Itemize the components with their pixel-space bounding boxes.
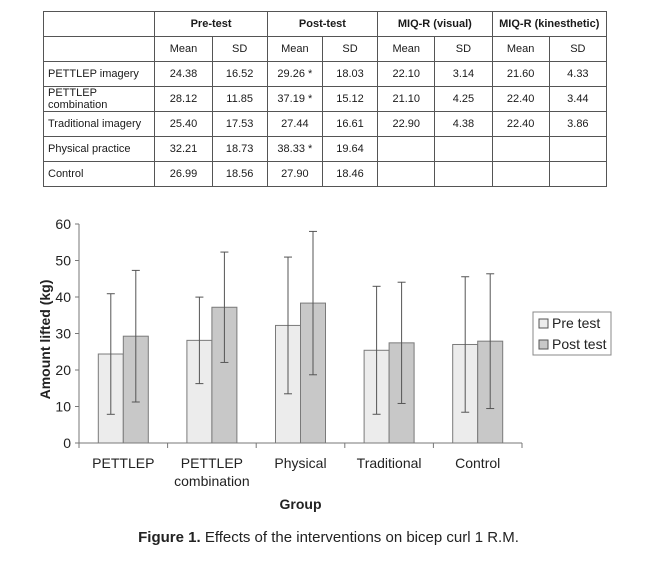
table-corner-cell xyxy=(42,11,156,37)
table-group-header: MIQ-R (visual) xyxy=(377,11,493,37)
table-cell xyxy=(491,136,550,162)
table-cell xyxy=(434,136,493,162)
table-cell: 37.19 * xyxy=(266,86,323,112)
table-row-label: Traditional imagery xyxy=(42,111,156,137)
table-cell xyxy=(491,161,550,187)
table-row-label: PETTLEP combination xyxy=(42,86,156,112)
table-cell: 29.26 * xyxy=(266,61,323,87)
table-cell: 18.56 xyxy=(211,161,268,187)
table-cell xyxy=(548,136,608,162)
figure-label: Figure 1. xyxy=(138,529,201,546)
table-cell: 27.90 xyxy=(266,161,323,187)
table-cell: 32.21 xyxy=(154,136,213,162)
table-corner-cell xyxy=(42,36,156,62)
table-cell: 16.61 xyxy=(321,111,379,137)
table-row: Control 26.99 18.56 27.90 18.46 xyxy=(42,161,608,187)
table-row-label: Physical practice xyxy=(42,136,156,162)
table-row: PETTLEP combination 28.12 11.85 37.19 * 15.1… xyxy=(42,86,608,112)
table-column-header: Mean xyxy=(154,36,213,62)
table-cell: 22.10 xyxy=(377,61,436,87)
table-cell: 38.33 * xyxy=(266,136,323,162)
table-row: Traditional imagery 25.40 17.53 27.44 16.61 2… xyxy=(42,111,608,137)
y-tick-label: 60 xyxy=(55,216,71,232)
table-cell: 22.90 xyxy=(377,111,436,137)
table-group-header: MIQ-R (kinesthetic) xyxy=(491,11,608,37)
x-tick-label: Physical xyxy=(274,455,326,471)
table-cell: 11.85 xyxy=(211,86,268,112)
figure-caption: Figure 1. Effects of the interventions o… xyxy=(0,529,657,546)
caption-text: Effects of the interventions on bicep cu… xyxy=(204,529,519,546)
y-tick-label: 20 xyxy=(55,362,71,378)
table-group-header: Pre-test xyxy=(154,11,268,37)
y-tick-label: 50 xyxy=(55,253,71,269)
table-cell: 25.40 xyxy=(154,111,213,137)
table-cell: 27.44 xyxy=(266,111,323,137)
y-tick-label: 40 xyxy=(55,289,71,305)
table-column-header: Mean xyxy=(377,36,436,62)
table-cell: 21.60 xyxy=(491,61,550,87)
y-tick-label: 30 xyxy=(55,326,71,342)
table-column-header: Mean xyxy=(491,36,550,62)
table-cell: 16.52 xyxy=(211,61,268,87)
table-cell: 18.03 xyxy=(321,61,379,87)
table-cell xyxy=(548,161,608,187)
table-group-header: Post-test xyxy=(266,11,379,37)
table-cell: 18.46 xyxy=(321,161,379,187)
x-tick-label: Control xyxy=(455,455,500,471)
table-column-header: SD xyxy=(434,36,493,62)
x-tick-label: combination xyxy=(174,473,250,489)
table-cell: 3.44 xyxy=(548,86,608,112)
y-tick-label: 0 xyxy=(63,435,71,451)
table-row-label: Control xyxy=(42,161,156,187)
results-table: Pre-test Post-test MIQ-R (visual) MIQ-R (ki… xyxy=(42,11,608,187)
legend-label: Pre test xyxy=(552,315,600,331)
table-column-header: SD xyxy=(548,36,608,62)
y-axis-title: Amount lifted (kg) xyxy=(37,280,53,400)
table-cell: 22.40 xyxy=(491,111,550,137)
table-row-label: PETTLEP imagery xyxy=(42,61,156,87)
x-tick-label: PETTLEP xyxy=(92,455,154,471)
table-cell xyxy=(377,161,436,187)
table-column-header: Mean xyxy=(266,36,323,62)
table-cell: 3.14 xyxy=(434,61,493,87)
x-axis-title: Group xyxy=(280,496,322,512)
y-tick-label: 10 xyxy=(55,399,71,415)
legend-swatch xyxy=(538,339,549,350)
table-cell: 18.73 xyxy=(211,136,268,162)
legend-swatch xyxy=(538,318,549,329)
table-cell: 15.12 xyxy=(321,86,379,112)
table-cell: 3.86 xyxy=(548,111,608,137)
table-column-header: SD xyxy=(211,36,268,62)
table-cell: 24.38 xyxy=(154,61,213,87)
x-tick-label: Traditional xyxy=(357,455,422,471)
table-cell: 4.25 xyxy=(434,86,493,112)
x-tick-label: PETTLEP xyxy=(181,455,243,471)
table-cell: 17.53 xyxy=(211,111,268,137)
table-row: PETTLEP imagery 24.38 16.52 29.26 * 18.03 22.… xyxy=(42,61,608,87)
table-cell: 4.33 xyxy=(548,61,608,87)
table-row: Physical practice 32.21 18.73 38.33 * 19.64 xyxy=(42,136,608,162)
legend-label: Post test xyxy=(552,336,607,352)
table-cell xyxy=(377,136,436,162)
table-column-header: SD xyxy=(321,36,379,62)
table-cell: 22.40 xyxy=(491,86,550,112)
table-cell xyxy=(434,161,493,187)
table-cell: 21.10 xyxy=(377,86,436,112)
table-cell: 19.64 xyxy=(321,136,379,162)
table-cell: 26.99 xyxy=(154,161,213,187)
bar-chart: 0 10 20 30 40 50 60 PETTLEP PETTLEP combination Ph… xyxy=(37,216,612,512)
table-cell: 4.38 xyxy=(434,111,493,137)
table-cell: 28.12 xyxy=(154,86,213,112)
